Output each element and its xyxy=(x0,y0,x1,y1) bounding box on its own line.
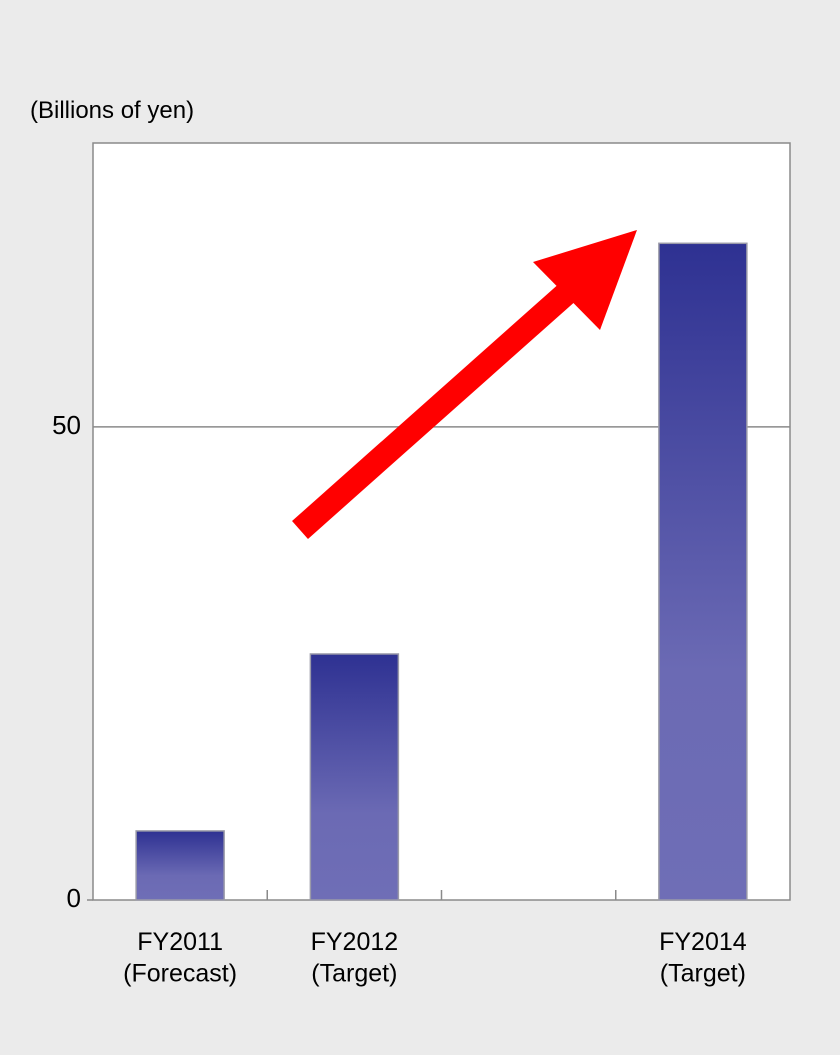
bar xyxy=(658,242,748,901)
x-tick-label: FY2012 (Target) xyxy=(311,928,399,987)
x-tick-label: FY2011 (Forecast) xyxy=(123,928,237,987)
bar xyxy=(135,830,225,901)
arrow-shaft xyxy=(292,281,578,539)
marks: 0 50 FY2011 (Forecast) FY2012 (Target) FY2014(… xyxy=(52,242,790,987)
y-tick-label: 50 xyxy=(52,410,81,440)
trend-arrow xyxy=(292,230,637,539)
x-tick-label: FY2014 (Target) xyxy=(659,928,747,987)
arrow-head xyxy=(533,230,637,330)
bar xyxy=(309,653,400,901)
y-axis-label: (Billions of yen) xyxy=(30,97,194,124)
y-tick-label: 0 xyxy=(67,883,81,913)
